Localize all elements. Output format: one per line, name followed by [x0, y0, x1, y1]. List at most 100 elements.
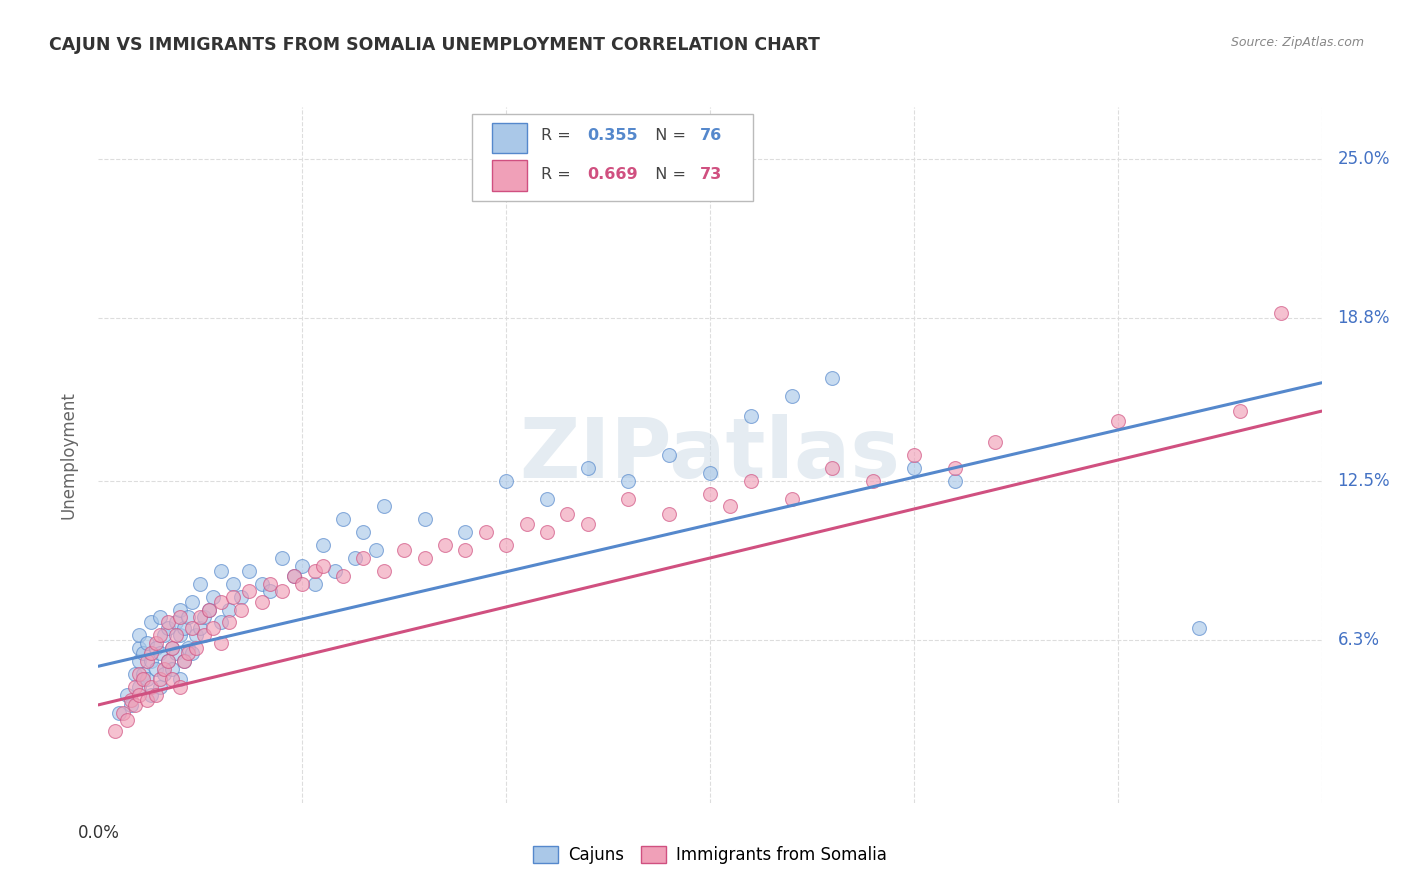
Point [259, 576, 281, 591]
Point [177, 610, 200, 624]
Point [984, 435, 1007, 450]
Point [312, 538, 335, 552]
Point [304, 576, 326, 591]
Text: R =: R = [541, 167, 576, 182]
Point [209, 615, 232, 630]
Y-axis label: Unemployment: Unemployment [59, 391, 77, 519]
Point [177, 641, 200, 656]
Point [250, 576, 273, 591]
Point [270, 551, 294, 566]
Point [165, 628, 187, 642]
Point [145, 688, 167, 702]
Point [1270, 306, 1292, 320]
Point [128, 654, 150, 668]
Point [943, 460, 966, 475]
Point [108, 706, 131, 720]
Text: 73: 73 [700, 167, 723, 182]
Point [373, 564, 395, 578]
Point [821, 370, 844, 384]
Point [165, 646, 187, 660]
Point [152, 667, 174, 681]
Text: R =: R = [541, 128, 576, 144]
Point [136, 692, 159, 706]
Point [132, 646, 155, 660]
Text: 6.3%: 6.3% [1337, 632, 1379, 649]
Point [141, 654, 163, 668]
Text: CAJUN VS IMMIGRANTS FROM SOMALIA UNEMPLOYMENT CORRELATION CHART: CAJUN VS IMMIGRANTS FROM SOMALIA UNEMPLO… [49, 36, 820, 54]
Point [173, 654, 195, 668]
Point [283, 569, 305, 583]
Point [536, 525, 558, 540]
Point [222, 576, 245, 591]
Point [740, 409, 762, 424]
Point [128, 628, 150, 642]
Text: 76: 76 [700, 128, 723, 144]
Point [495, 538, 517, 552]
Point [197, 602, 219, 616]
Point [312, 558, 335, 573]
Point [201, 621, 224, 635]
Point [145, 636, 167, 650]
Text: 0.0%: 0.0% [77, 823, 120, 842]
Point [124, 680, 146, 694]
Point [903, 460, 925, 475]
Point [516, 517, 538, 532]
Point [1229, 404, 1251, 418]
Point [152, 662, 174, 676]
Point [141, 615, 163, 630]
Point [149, 646, 172, 660]
Point [291, 576, 314, 591]
Point [352, 525, 374, 540]
Point [160, 662, 183, 676]
Point [173, 621, 195, 635]
Point [1107, 414, 1129, 428]
Point [156, 654, 179, 668]
Point [1188, 621, 1211, 635]
Point [132, 667, 155, 681]
Text: Source: ZipAtlas.com: Source: ZipAtlas.com [1230, 36, 1364, 49]
Point [173, 654, 195, 668]
Point [169, 602, 191, 616]
Point [120, 692, 142, 706]
Point [332, 569, 354, 583]
Point [238, 564, 260, 578]
Point [141, 680, 163, 694]
Point [111, 706, 134, 720]
Point [188, 621, 212, 635]
Point [259, 584, 281, 599]
Point [188, 576, 212, 591]
Point [454, 525, 477, 540]
Point [699, 486, 721, 500]
Point [181, 595, 204, 609]
Point [943, 474, 966, 488]
Point [136, 636, 159, 650]
Point [617, 474, 640, 488]
Legend: Cajuns, Immigrants from Somalia: Cajuns, Immigrants from Somalia [527, 839, 893, 871]
Point [169, 628, 191, 642]
Point [186, 628, 208, 642]
Point [149, 628, 172, 642]
Point [291, 558, 314, 573]
Point [218, 602, 240, 616]
Point [218, 615, 240, 630]
Point [188, 610, 212, 624]
Text: 0.355: 0.355 [588, 128, 638, 144]
Point [156, 615, 179, 630]
Point [128, 680, 150, 694]
Point [862, 474, 884, 488]
Point [699, 466, 721, 480]
Point [740, 474, 762, 488]
Point [780, 389, 803, 403]
Point [165, 615, 187, 630]
Point [181, 621, 204, 635]
Point [413, 512, 436, 526]
Text: 18.8%: 18.8% [1337, 310, 1391, 327]
Point [193, 610, 215, 624]
Point [136, 654, 159, 668]
Point [555, 507, 579, 521]
Point [392, 543, 416, 558]
Text: N =: N = [645, 167, 692, 182]
Point [903, 448, 925, 462]
Text: N =: N = [645, 128, 692, 144]
Point [149, 672, 172, 686]
